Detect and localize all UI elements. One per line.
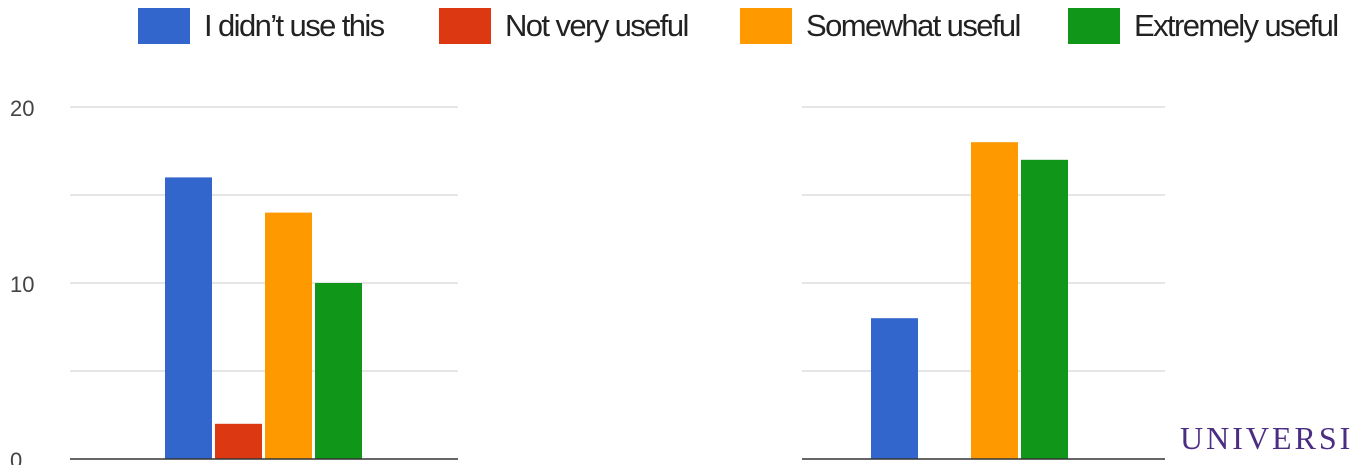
- bar-chart1-extremely-useful: [315, 283, 362, 459]
- legend-swatch-somewhat-useful: [740, 8, 792, 44]
- bar-chart2-didnt-use: [871, 318, 918, 459]
- legend-label-extremely-useful: Extremely useful: [1134, 8, 1339, 43]
- legend-item-not-very-useful: Not very useful: [439, 6, 689, 46]
- legend-label-somewhat-useful: Somewhat useful: [806, 8, 1021, 43]
- bar-chart2-somewhat-useful: [971, 142, 1018, 459]
- legend-swatch-extremely-useful: [1068, 8, 1120, 44]
- bar-chart2-extremely-useful: [1021, 159, 1068, 460]
- legend-label-didnt-use: I didn’t use this: [204, 8, 385, 43]
- bar-chart1-not-very-useful: [215, 423, 262, 459]
- chart-legend: I didn’t use this Not very useful Somewh…: [0, 6, 1350, 46]
- bar-chart1-didnt-use: [165, 177, 212, 459]
- legend-swatch-not-very-useful: [439, 8, 491, 44]
- legend-item-somewhat-useful: Somewhat useful: [740, 6, 1021, 46]
- y-tick-label-chart1: 0: [10, 448, 22, 465]
- legend-swatch-didnt-use: [138, 8, 190, 44]
- university-watermark: UNIVERSI: [1180, 420, 1350, 456]
- legend-label-not-very-useful: Not very useful: [505, 8, 689, 43]
- legend-item-extremely-useful: Extremely useful: [1068, 6, 1339, 46]
- y-tick-label-chart1: 20: [10, 96, 34, 121]
- y-tick-label-chart1: 10: [10, 272, 34, 297]
- bar-chart1-somewhat-useful: [265, 212, 312, 459]
- legend-item-didnt-use: I didn’t use this: [138, 6, 385, 46]
